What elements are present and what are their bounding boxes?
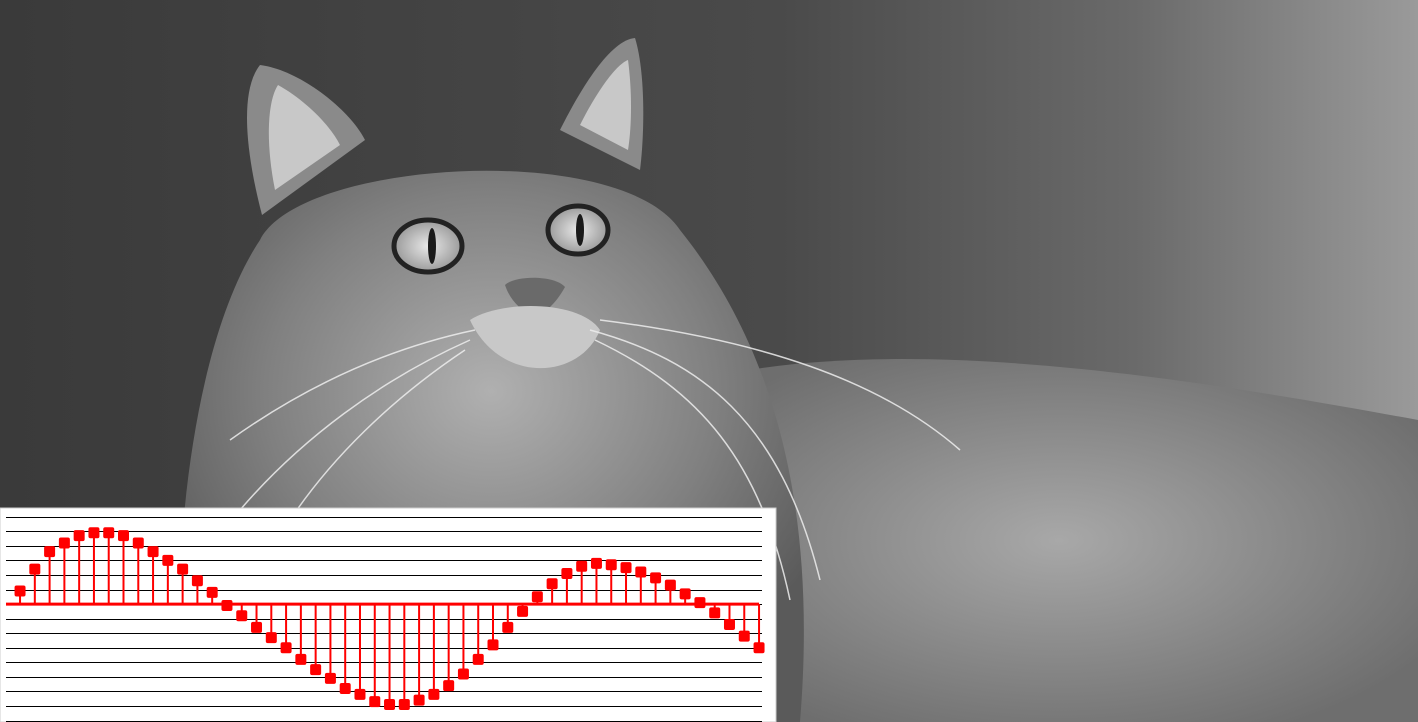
stem-marker [635, 566, 647, 578]
chart-background [0, 507, 777, 722]
stem-marker [650, 572, 662, 584]
stem-marker [413, 694, 425, 706]
stem-marker [753, 642, 765, 654]
stem-marker [398, 699, 410, 711]
stem-marker [443, 680, 455, 692]
stem-marker [132, 537, 144, 549]
stem-marker [73, 530, 85, 542]
stem-marker [206, 586, 218, 598]
stem-marker [384, 699, 396, 711]
stem-marker [177, 563, 189, 575]
stem-marker [605, 559, 617, 571]
stem-marker [694, 597, 706, 609]
stem-marker [29, 563, 41, 575]
stem-marker [664, 579, 676, 591]
chart-panel [0, 507, 777, 722]
stem-marker [280, 642, 292, 654]
stem-marker [265, 632, 277, 644]
stem-marker [576, 560, 588, 572]
stem-marker [118, 530, 130, 542]
stem-marker [58, 537, 70, 549]
stem-marker [502, 621, 514, 633]
stem-marker [324, 672, 336, 684]
stem-marker [620, 562, 632, 574]
stem-marker [103, 527, 115, 539]
stem-marker [236, 610, 248, 622]
stem-marker [457, 668, 469, 680]
stem-marker [251, 621, 263, 633]
stem-marker [723, 618, 735, 630]
stem-marker [162, 554, 174, 566]
stem-marker [531, 591, 543, 603]
stem-marker [428, 688, 440, 700]
stem-marker [546, 578, 558, 590]
stem-marker [191, 575, 203, 587]
stem-marker [295, 653, 307, 665]
stem-marker [354, 688, 366, 700]
stem-marker [679, 588, 691, 600]
stem-marker [738, 630, 750, 642]
stem-marker [88, 527, 100, 539]
stem-marker [310, 664, 322, 676]
stem-marker [221, 600, 233, 612]
stem-marker [147, 546, 159, 558]
stem-marker [709, 607, 721, 619]
stem-marker [487, 639, 499, 651]
stem-marker [472, 653, 484, 665]
stem-marker [590, 557, 602, 569]
stem-marker [339, 683, 351, 695]
stem-marker [369, 696, 381, 708]
stem-marker [44, 546, 56, 558]
stem-marker [517, 605, 529, 617]
stem-marker [561, 568, 573, 580]
stem-marker [14, 585, 26, 597]
